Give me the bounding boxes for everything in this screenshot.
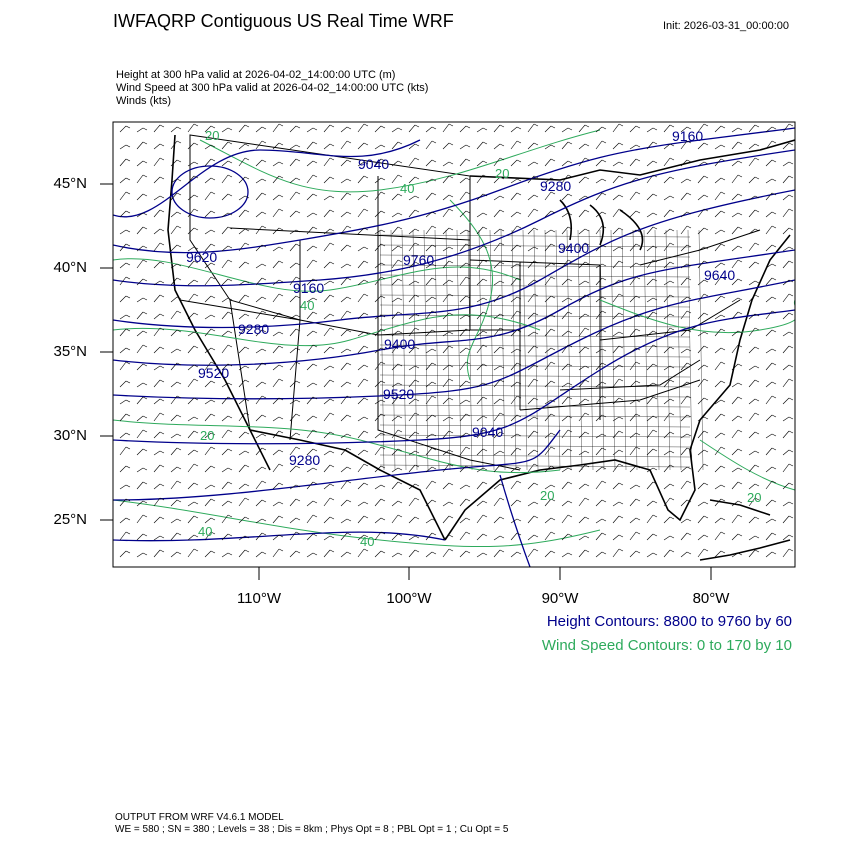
height-label: 9280 xyxy=(289,452,320,468)
speed-label: 20 xyxy=(495,166,509,181)
wind-speed-contours xyxy=(113,129,795,548)
height-label: 9760 xyxy=(403,252,434,268)
lon-tick-label: 90°W xyxy=(541,590,579,607)
height-contours xyxy=(113,127,795,567)
init-time: Init: 2026-03-31_00:00:00 xyxy=(663,20,789,32)
height-label: 9640 xyxy=(704,267,735,283)
height-label: 9160 xyxy=(672,128,703,144)
height-label: 9280 xyxy=(238,321,269,337)
speed-label: 20 xyxy=(540,488,554,503)
subtitle-height: Height at 300 hPa valid at 2026-04-02_14… xyxy=(116,69,396,81)
lon-tick-label: 80°W xyxy=(692,590,730,607)
plot-title: IWFAQRP Contiguous US Real Time WRF xyxy=(113,11,454,31)
height-label: 9280 xyxy=(540,178,571,194)
height-label: 9400 xyxy=(384,336,415,352)
speed-legend: Wind Speed Contours: 0 to 170 by 10 xyxy=(541,637,792,654)
footer-config: WE = 580 ; SN = 380 ; Levels = 38 ; Dis … xyxy=(115,824,509,835)
speed-label: 40 xyxy=(300,298,314,313)
speed-label: 20 xyxy=(205,128,219,143)
height-label: 9400 xyxy=(558,240,589,256)
map-frame xyxy=(112,121,796,568)
lon-tick-label: 110°W xyxy=(236,590,282,607)
speed-label: 40 xyxy=(360,534,374,549)
state-boundaries xyxy=(179,134,761,471)
speed-label: 40 xyxy=(400,181,414,196)
coastline xyxy=(167,134,795,561)
subtitle-winds: Winds (kts) xyxy=(116,95,171,107)
height-label: 9160 xyxy=(293,280,324,296)
lat-tick-label: 25°N xyxy=(53,511,87,528)
lat-tick-label: 45°N xyxy=(53,175,87,192)
lat-tick-label: 30°N xyxy=(53,427,87,444)
height-label: 9520 xyxy=(383,386,414,402)
axis-ticks xyxy=(100,183,712,580)
height-label: 9520 xyxy=(198,365,229,381)
height-label: 9040 xyxy=(472,424,503,440)
speed-label: 20 xyxy=(747,490,761,505)
height-label: 9620 xyxy=(186,249,217,265)
speed-label: 20 xyxy=(200,428,214,443)
lon-tick-label: 100°W xyxy=(386,590,432,607)
lat-tick-label: 35°N xyxy=(53,343,87,360)
height-label: 9040 xyxy=(358,156,389,172)
height-legend: Height Contours: 8800 to 9760 by 60 xyxy=(546,613,792,630)
speed-label: 40 xyxy=(198,524,212,539)
subtitle-wind-speed: Wind Speed at 300 hPa valid at 2026-04-0… xyxy=(116,82,429,94)
wind-barbs xyxy=(119,123,794,558)
lat-tick-label: 40°N xyxy=(53,259,87,276)
footer-model: OUTPUT FROM WRF V4.6.1 MODEL xyxy=(115,812,284,823)
